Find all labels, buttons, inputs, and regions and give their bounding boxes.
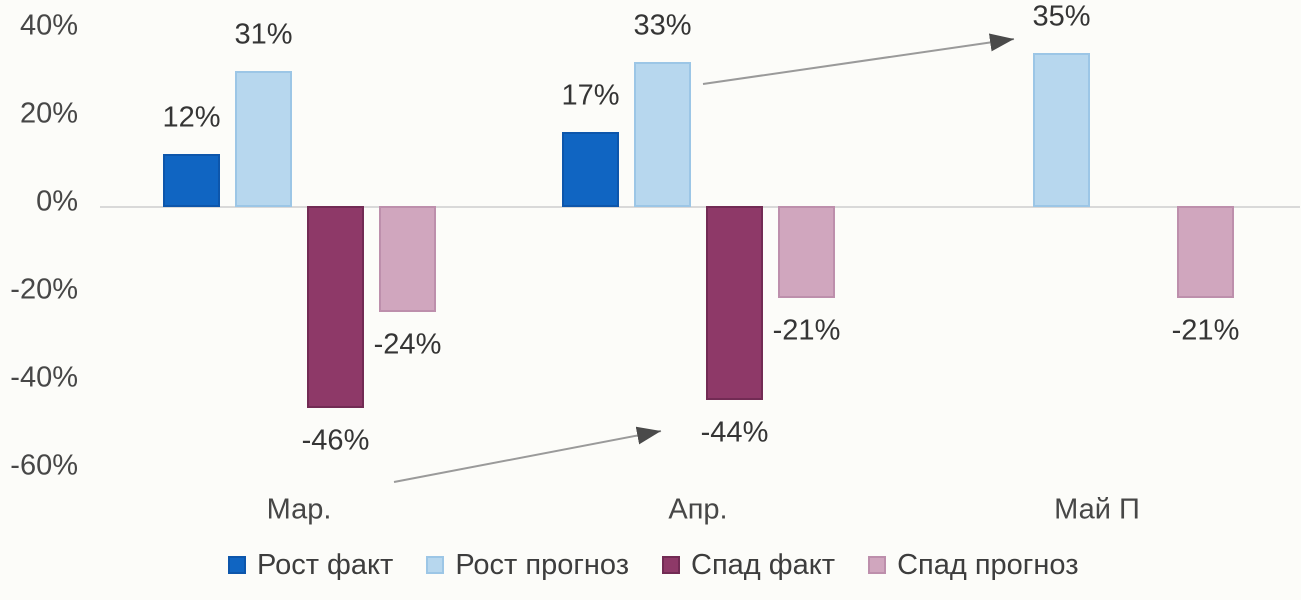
- legend-item-2: Спад факт: [662, 549, 835, 582]
- bar-спад-прогноз-0: [379, 206, 436, 312]
- bar-спад-факт-0: [307, 206, 364, 408]
- legend-swatch-icon: [228, 556, 246, 574]
- bar-value-label: 12%: [162, 101, 221, 134]
- y-tick-label: 40%: [19, 9, 78, 42]
- legend-label: Спад факт: [691, 548, 836, 581]
- legend-item-1: Рост прогноз: [426, 549, 629, 582]
- y-tick-label: 0%: [36, 185, 78, 218]
- legend-swatch-icon: [426, 556, 445, 574]
- y-tick-label: -40%: [10, 361, 78, 394]
- legend-swatch-icon: [662, 556, 681, 574]
- bar-рост-прогноз-0: [235, 71, 292, 207]
- legend-label: Рост факт: [257, 548, 394, 581]
- y-tick-label: 20%: [19, 97, 78, 130]
- y-tick-label: -60%: [10, 449, 78, 482]
- y-tick-label: -20%: [10, 273, 78, 306]
- x-category-label-2: Май П: [1054, 493, 1140, 526]
- arrow-mar-decline-to-apr-decline: [393, 426, 662, 483]
- bar-value-label: -21%: [772, 314, 841, 347]
- bar-value-label: 17%: [561, 79, 620, 112]
- bar-value-label: -21%: [1171, 314, 1240, 347]
- legend-label: Спад прогноз: [897, 548, 1079, 581]
- legend: Рост факт Рост прогноз Спад факт Спад прогн…: [228, 548, 1078, 582]
- bar-value-label: -46%: [301, 424, 370, 457]
- bar-рост-прогноз-1: [634, 62, 691, 207]
- bar-value-label: 31%: [234, 18, 293, 51]
- legend-item-3: Спад прогноз: [868, 549, 1078, 582]
- legend-label: Рост прогноз: [455, 548, 630, 581]
- bar-спад-прогноз-2: [1177, 206, 1234, 298]
- x-axis-line: [100, 206, 1300, 208]
- bar-спад-факт-1: [706, 206, 763, 400]
- arrow-apr-forecast-to-may-forecast: [702, 33, 1015, 85]
- bar-спад-прогноз-1: [778, 206, 835, 298]
- bar-рост-факт-1: [562, 132, 619, 207]
- bar-рост-прогноз-2: [1033, 53, 1090, 207]
- legend-item-0: Рост факт: [228, 549, 393, 582]
- bar-value-label: -24%: [373, 328, 442, 361]
- x-category-label-0: Мар.: [266, 493, 332, 526]
- bar-value-label: 33%: [633, 9, 692, 42]
- x-category-label-1: Апр.: [668, 493, 728, 526]
- bar-value-label: -44%: [700, 416, 769, 449]
- legend-swatch-icon: [868, 556, 887, 574]
- bar-value-label: 35%: [1032, 0, 1091, 33]
- bar-рост-факт-0: [163, 154, 220, 207]
